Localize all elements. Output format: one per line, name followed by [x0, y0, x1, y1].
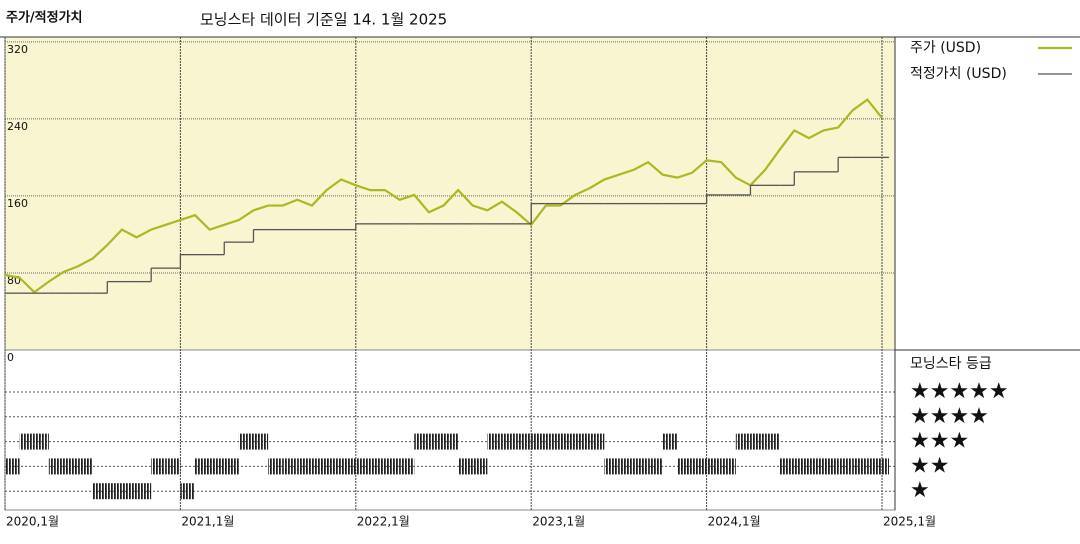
- rating-bar: [823, 458, 839, 475]
- rating-bar: [34, 433, 49, 450]
- x-tick-label: 2021,1월: [181, 515, 234, 529]
- rating-bar: [838, 458, 853, 475]
- rating-bar: [487, 433, 502, 450]
- rating-bar: [385, 458, 400, 475]
- x-tick-label: 2023,1월: [532, 515, 585, 529]
- rating-bar: [92, 483, 108, 500]
- rating-bar: [355, 458, 371, 475]
- rating-bar: [399, 458, 415, 475]
- rating-bar: [253, 433, 269, 450]
- rating-bar: [604, 458, 619, 475]
- rating-bar: [165, 458, 181, 475]
- rating-bar: [195, 458, 210, 475]
- rating-bar: [501, 433, 517, 450]
- rating-bar: [560, 433, 576, 450]
- rating-bar: [63, 458, 79, 475]
- plot-background: [4, 36, 896, 351]
- legend-label: 적정가치 (USD): [910, 66, 1007, 82]
- rating-bar: [852, 458, 868, 475]
- rating-label: ★: [910, 478, 930, 503]
- rating-bar: [414, 433, 429, 450]
- rating-bar: [136, 483, 152, 500]
- y-tick-label: 160: [7, 197, 28, 210]
- rating-bar: [458, 458, 473, 475]
- rating-bar: [867, 458, 882, 475]
- rating-bar: [121, 483, 137, 500]
- price-line: [4, 98, 883, 294]
- rating-bar: [5, 458, 20, 475]
- rating-title: 모닝스타 등급: [910, 356, 992, 372]
- rating-bar: [326, 458, 342, 475]
- chart-title: 주가/적정가치: [6, 10, 83, 26]
- rating-bar: [706, 458, 722, 475]
- rating-bar: [443, 433, 459, 450]
- rating-bar: [618, 458, 634, 475]
- rating-bar: [633, 458, 649, 475]
- rating-bar: [765, 433, 780, 450]
- rating-label: ★★★★: [910, 404, 989, 429]
- rating-bar: [794, 458, 809, 475]
- rating-bar: [268, 458, 283, 475]
- rating-bar: [589, 433, 605, 450]
- x-tick-label: 2024,1월: [708, 515, 761, 529]
- y-tick-label: 320: [7, 43, 28, 56]
- rating-bar: [19, 433, 35, 450]
- rating-bar: [151, 458, 166, 475]
- rating-label: ★★★: [910, 429, 969, 454]
- rating-bar: [238, 433, 254, 450]
- x-tick-label: 2025,1월: [883, 515, 936, 529]
- chart-subtitle: 모닝스타 데이터 기준일 14. 1월 2025: [200, 11, 447, 29]
- rating-bar: [531, 433, 546, 450]
- legend-label: 주가 (USD): [910, 40, 981, 56]
- rating-bar: [677, 458, 692, 475]
- rating-bar: [78, 458, 93, 475]
- rating-bar: [48, 458, 64, 475]
- rating-bar: [545, 433, 561, 450]
- rating-bar: [224, 458, 239, 475]
- y-tick-label: 0: [7, 351, 14, 364]
- rating-bar: [180, 483, 196, 500]
- rating-bar: [735, 433, 751, 450]
- rating-bar: [107, 483, 122, 500]
- rating-bar: [297, 458, 312, 475]
- rating-bar: [779, 458, 795, 475]
- rating-bar: [311, 458, 327, 475]
- rating-bar: [472, 458, 488, 475]
- rating-bar: [648, 458, 663, 475]
- rating-label: ★★: [910, 453, 949, 478]
- rating-bar: [341, 458, 356, 475]
- rating-bar: [282, 458, 298, 475]
- rating-bar: [662, 433, 678, 450]
- rating-bar: [691, 458, 707, 475]
- x-tick-label: 2020,1월: [6, 515, 59, 529]
- rating-label: ★★★★★: [910, 379, 1009, 404]
- rating-bar: [750, 433, 766, 450]
- rating-bar: [370, 458, 386, 475]
- rating-bar: [882, 458, 889, 475]
- rating-bar: [516, 433, 532, 450]
- y-tick-label: 240: [7, 120, 28, 133]
- rating-bar: [209, 458, 225, 475]
- x-tick-label: 2022,1월: [357, 515, 410, 529]
- rating-bar: [428, 433, 444, 450]
- rating-bar: [721, 458, 736, 475]
- rating-bar: [808, 458, 824, 475]
- rating-bar: [575, 433, 590, 450]
